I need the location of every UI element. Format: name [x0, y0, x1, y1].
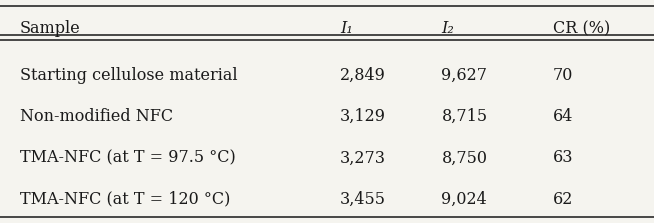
Text: 3,129: 3,129 — [340, 108, 386, 125]
Text: I₁: I₁ — [340, 20, 353, 37]
Text: I₂: I₂ — [441, 20, 454, 37]
Text: 2,849: 2,849 — [340, 67, 386, 84]
Text: Starting cellulose material: Starting cellulose material — [20, 67, 237, 84]
Text: 8,715: 8,715 — [441, 108, 488, 125]
Text: TMA-NFC (at T = 97.5 °C): TMA-NFC (at T = 97.5 °C) — [20, 149, 235, 166]
Text: 62: 62 — [553, 191, 573, 208]
Text: 63: 63 — [553, 149, 573, 166]
Text: 3,455: 3,455 — [340, 191, 386, 208]
Text: 3,273: 3,273 — [340, 149, 386, 166]
Text: TMA-NFC (at T = 120 °C): TMA-NFC (at T = 120 °C) — [20, 191, 230, 208]
Text: Sample: Sample — [20, 20, 80, 37]
Text: 9,024: 9,024 — [441, 191, 487, 208]
Text: 8,750: 8,750 — [441, 149, 487, 166]
Text: 64: 64 — [553, 108, 573, 125]
Text: 9,627: 9,627 — [441, 67, 487, 84]
Text: 70: 70 — [553, 67, 573, 84]
Text: Non-modified NFC: Non-modified NFC — [20, 108, 173, 125]
Text: CR (%): CR (%) — [553, 20, 610, 37]
